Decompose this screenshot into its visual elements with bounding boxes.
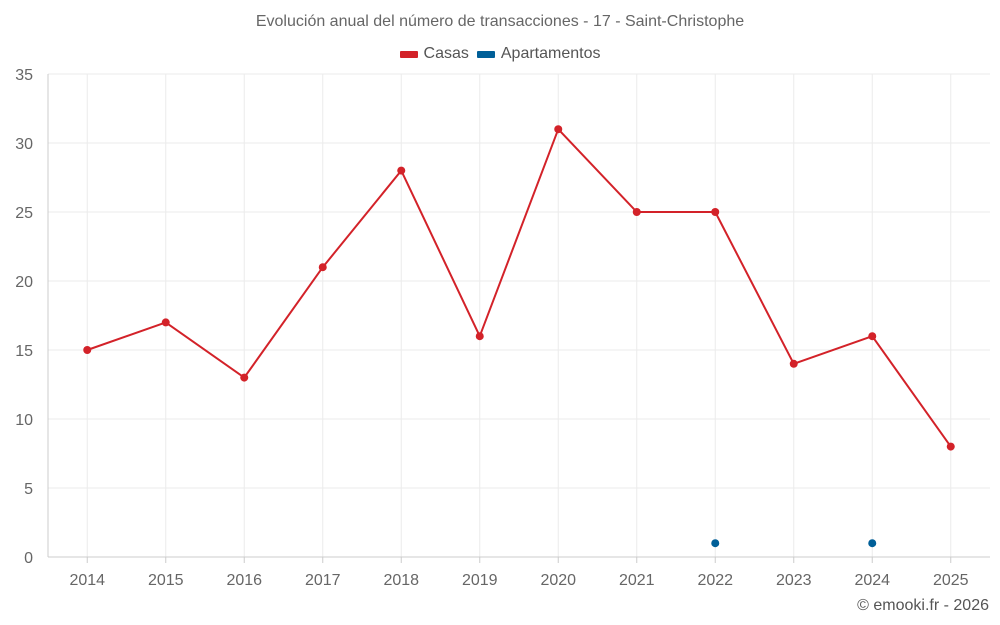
legend-swatch-apartamentos bbox=[476, 50, 495, 58]
chart-title: Evolución anual del número de transaccio… bbox=[255, 13, 745, 30]
legend-item-apartamentos[interactable]: Apartamentos bbox=[476, 45, 601, 63]
data-point-casas bbox=[240, 373, 249, 382]
legend-item-casas[interactable]: Casas bbox=[399, 45, 469, 63]
y-tick-label: 30 bbox=[15, 136, 33, 153]
x-tick-label: 2021 bbox=[619, 572, 655, 589]
grid bbox=[48, 73, 990, 557]
y-tick-label: 35 bbox=[15, 67, 33, 84]
legend-label-casas: Casas bbox=[423, 45, 469, 62]
y-tick-label: 0 bbox=[24, 550, 33, 567]
data-point-casas bbox=[868, 332, 877, 341]
series-layer bbox=[83, 125, 955, 548]
y-tick-label: 20 bbox=[15, 274, 33, 291]
x-tick-label: 2016 bbox=[226, 572, 262, 589]
y-tick-label: 15 bbox=[15, 343, 33, 360]
data-point-casas bbox=[946, 442, 955, 451]
x-tick-label: 2017 bbox=[305, 572, 341, 589]
x-tick-label: 2023 bbox=[776, 572, 812, 589]
series-line-casas bbox=[86, 128, 952, 448]
legend: Casas Apartamentos bbox=[0, 45, 1000, 63]
y-tick-label: 5 bbox=[24, 481, 33, 498]
x-tick-label: 2020 bbox=[540, 572, 576, 589]
data-point-apartamentos bbox=[711, 539, 720, 548]
credit-text: © emooki.fr - 2026 bbox=[857, 597, 989, 614]
x-tick-label: 2018 bbox=[383, 572, 419, 589]
x-tick-label: 2019 bbox=[462, 572, 498, 589]
x-tick-label: 2022 bbox=[697, 572, 733, 589]
x-tick-label: 2024 bbox=[854, 572, 890, 589]
x-tick-label: 2025 bbox=[933, 572, 969, 589]
data-point-casas bbox=[83, 346, 92, 354]
y-tick-label: 25 bbox=[15, 205, 33, 222]
data-point-casas bbox=[554, 125, 563, 134]
data-point-apartamentos bbox=[868, 539, 877, 548]
legend-swatch-casas bbox=[399, 50, 418, 58]
data-point-casas bbox=[632, 208, 641, 216]
y-tick-label: 10 bbox=[15, 412, 33, 429]
data-point-casas bbox=[397, 166, 406, 175]
data-point-casas bbox=[475, 332, 484, 341]
data-point-casas bbox=[789, 359, 798, 368]
data-point-casas bbox=[161, 318, 170, 327]
data-point-casas bbox=[318, 263, 327, 272]
legend-label-apartamentos: Apartamentos bbox=[500, 45, 601, 62]
data-point-casas bbox=[711, 208, 720, 216]
x-tick-label: 2015 bbox=[148, 572, 184, 589]
x-tick-label: 2014 bbox=[69, 572, 105, 589]
